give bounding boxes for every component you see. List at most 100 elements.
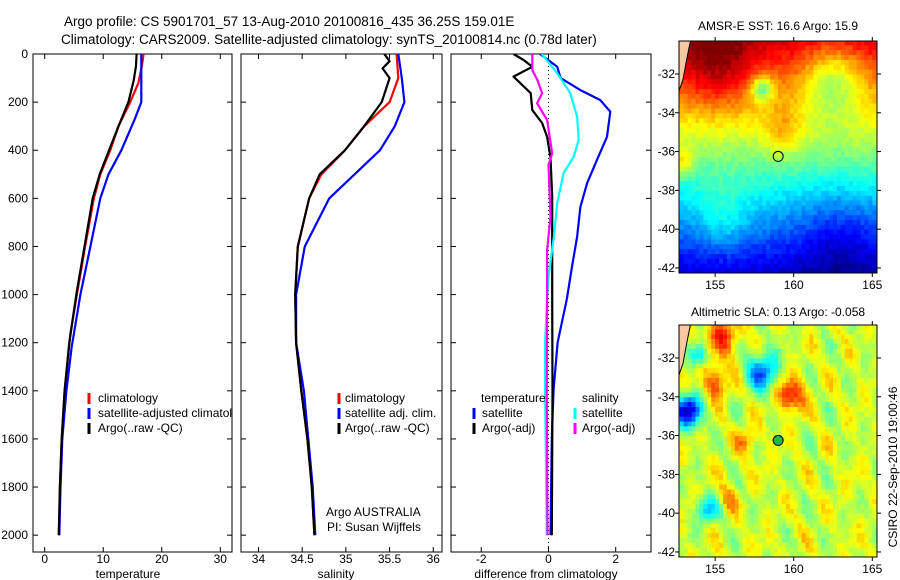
map-cell	[766, 552, 771, 557]
map-cell	[738, 195, 744, 201]
map-cell	[825, 556, 830, 557]
map-cell	[750, 474, 755, 480]
map-cell	[785, 98, 791, 104]
map-cell	[833, 161, 838, 167]
map-cell	[872, 64, 877, 70]
map-cell	[703, 503, 708, 509]
map-cell	[801, 175, 807, 182]
map-cell	[805, 185, 810, 191]
map-cell	[691, 175, 697, 182]
map-cell	[695, 54, 700, 60]
map-cell	[789, 498, 795, 504]
map-cell	[730, 547, 736, 553]
map-cell	[833, 459, 838, 466]
map-cell	[793, 348, 799, 354]
map-cell	[750, 78, 755, 85]
map-cell	[813, 532, 818, 538]
map-cell	[762, 556, 767, 557]
map-cell	[793, 325, 799, 330]
map-cell	[797, 484, 803, 490]
map-cell	[746, 112, 752, 119]
map-cell	[719, 518, 724, 524]
map-cell	[833, 263, 838, 269]
map-cell	[699, 83, 704, 90]
map-cell	[707, 319, 712, 324]
map-cell	[856, 151, 862, 157]
map-cell	[778, 450, 783, 456]
map-cell	[738, 224, 744, 230]
map-cell	[726, 195, 732, 201]
map-cell	[762, 430, 767, 437]
map-cell	[821, 353, 826, 359]
map-cell	[742, 219, 748, 225]
map-cell	[695, 513, 700, 519]
map-cell	[840, 440, 846, 446]
map-cell	[805, 238, 810, 245]
map-cell	[691, 459, 697, 466]
map-cell	[793, 59, 799, 65]
map-cell	[707, 185, 712, 191]
map-cell	[833, 362, 838, 369]
map-cell	[742, 204, 748, 211]
map-cell	[836, 338, 842, 344]
map-cell	[719, 522, 724, 529]
map-cell	[805, 459, 810, 466]
map-cell	[715, 49, 720, 56]
map-cell	[778, 122, 783, 128]
map-cell	[738, 527, 744, 534]
map-cell	[836, 440, 842, 446]
map-cell	[766, 238, 771, 245]
map-cell	[711, 488, 716, 495]
map-cell	[719, 214, 724, 220]
map-cell	[774, 527, 779, 534]
map-cell	[730, 238, 736, 245]
map-cell	[703, 103, 708, 109]
map-cell	[844, 372, 850, 378]
map-cell	[754, 190, 759, 196]
map-cell	[723, 484, 728, 490]
map-cell	[817, 117, 822, 123]
map-cell	[793, 455, 799, 461]
map-cell	[844, 382, 850, 388]
map-cell	[683, 209, 689, 216]
map-cell	[793, 161, 799, 167]
map-cell	[789, 88, 795, 94]
map-cell	[703, 513, 708, 519]
map-cell	[758, 229, 763, 235]
map-cell	[711, 175, 716, 182]
map-cell	[825, 49, 830, 56]
map-cell	[734, 469, 740, 475]
map-cell	[778, 204, 783, 211]
x-tick-label: 35.5	[378, 552, 402, 566]
map-cell	[840, 430, 846, 437]
map-cell	[833, 469, 838, 475]
map-cell	[833, 387, 838, 393]
map-cell	[860, 137, 865, 143]
map-cell	[794, 319, 799, 324]
map-cell	[821, 214, 826, 220]
map-cell	[848, 248, 854, 254]
map-cell	[703, 229, 708, 235]
map-cell	[734, 328, 740, 335]
map-cell	[805, 54, 810, 60]
map-cell	[738, 372, 744, 378]
map-cell	[817, 474, 822, 480]
map-cell	[817, 151, 822, 157]
map-cell	[750, 54, 755, 60]
map-cell	[770, 401, 775, 407]
map-cell	[695, 83, 700, 90]
map-cell	[687, 353, 693, 359]
map-cell	[770, 358, 775, 364]
map-cell	[703, 484, 708, 490]
map-cell	[836, 377, 842, 383]
map-cell	[711, 219, 716, 225]
map-cell	[852, 243, 858, 250]
map-cell	[726, 328, 732, 335]
map-cell	[825, 156, 830, 162]
map-cell	[758, 243, 763, 250]
map-cell	[754, 234, 759, 240]
map-cell	[829, 455, 834, 461]
map-cell	[742, 175, 748, 182]
map-cell	[825, 333, 830, 340]
map-cell	[809, 41, 814, 46]
